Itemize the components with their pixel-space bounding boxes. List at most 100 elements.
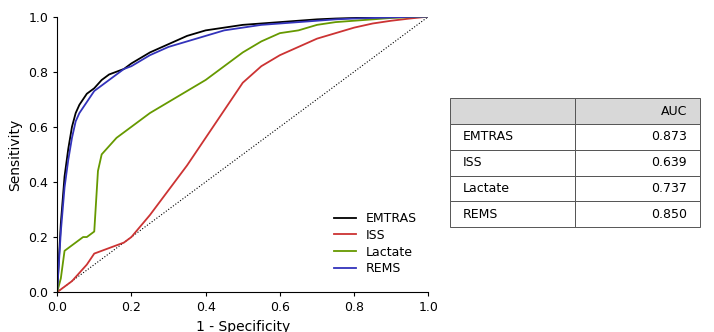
ISS: [350, 26, 358, 30]
EMTRAS: [424, 15, 433, 19]
Lactate: [68, 243, 76, 247]
Line: REMS: REMS: [57, 17, 428, 292]
Line: EMTRAS: EMTRAS: [57, 17, 428, 292]
Lactate: [406, 15, 414, 19]
Lactate: [64, 246, 73, 250]
REMS: [146, 53, 154, 57]
Legend: EMTRAS, ISS, Lactate, REMS: EMTRAS, ISS, Lactate, REMS: [328, 207, 422, 281]
Lactate: [120, 130, 129, 134]
REMS: [71, 119, 80, 123]
REMS: [257, 23, 266, 27]
EMTRAS: [105, 72, 114, 76]
EMTRAS: [71, 111, 80, 115]
EMTRAS: [53, 290, 61, 294]
EMTRAS: [220, 26, 228, 30]
Lactate: [220, 64, 228, 68]
EMTRAS: [79, 97, 87, 101]
Lactate: [350, 19, 358, 23]
ISS: [90, 252, 99, 256]
Lactate: [97, 152, 106, 156]
REMS: [64, 158, 73, 162]
Lactate: [331, 20, 340, 24]
Lactate: [83, 235, 91, 239]
ISS: [406, 17, 414, 21]
ISS: [368, 22, 377, 26]
ISS: [68, 279, 76, 283]
REMS: [220, 29, 228, 33]
Lactate: [368, 17, 377, 21]
EMTRAS: [97, 78, 106, 82]
REMS: [127, 64, 136, 68]
REMS: [350, 17, 358, 21]
REMS: [53, 290, 61, 294]
Lactate: [86, 232, 95, 236]
Lactate: [79, 235, 87, 239]
EMTRAS: [257, 22, 266, 26]
ISS: [146, 213, 154, 217]
REMS: [424, 15, 433, 19]
EMTRAS: [75, 103, 84, 107]
Lactate: [424, 15, 433, 19]
Line: Lactate: Lactate: [57, 17, 428, 292]
REMS: [75, 111, 84, 115]
ISS: [127, 235, 136, 239]
EMTRAS: [387, 15, 396, 19]
ISS: [53, 290, 61, 294]
REMS: [331, 17, 340, 21]
ISS: [331, 31, 340, 35]
EMTRAS: [60, 174, 69, 178]
EMTRAS: [201, 29, 210, 33]
REMS: [86, 95, 95, 99]
Lactate: [387, 16, 396, 20]
ISS: [164, 188, 173, 192]
REMS: [97, 83, 106, 87]
ISS: [201, 136, 210, 140]
ISS: [238, 81, 247, 85]
Lactate: [105, 144, 114, 148]
ISS: [220, 108, 228, 112]
Lactate: [313, 23, 321, 27]
EMTRAS: [368, 15, 377, 19]
Lactate: [257, 40, 266, 43]
Lactate: [294, 29, 303, 33]
EMTRAS: [83, 92, 91, 96]
REMS: [60, 186, 69, 190]
EMTRAS: [120, 67, 129, 71]
REMS: [164, 45, 173, 49]
ISS: [56, 288, 65, 291]
ISS: [294, 45, 303, 49]
EMTRAS: [90, 86, 99, 90]
Lactate: [164, 100, 173, 104]
REMS: [56, 229, 65, 233]
REMS: [406, 15, 414, 19]
EMTRAS: [127, 61, 136, 65]
REMS: [112, 72, 121, 76]
EMTRAS: [112, 70, 121, 74]
EMTRAS: [350, 16, 358, 20]
EMTRAS: [164, 42, 173, 46]
ISS: [83, 263, 91, 267]
ISS: [97, 249, 106, 253]
Y-axis label: Sensitivity: Sensitivity: [9, 118, 23, 191]
EMTRAS: [313, 17, 321, 21]
Lactate: [146, 111, 154, 115]
Lactate: [53, 290, 61, 294]
ISS: [424, 15, 433, 19]
REMS: [276, 22, 284, 26]
ISS: [105, 246, 114, 250]
REMS: [387, 15, 396, 19]
REMS: [83, 100, 91, 104]
Lactate: [90, 229, 99, 233]
EMTRAS: [56, 221, 65, 225]
REMS: [68, 136, 76, 140]
EMTRAS: [68, 125, 76, 129]
Lactate: [60, 249, 69, 253]
EMTRAS: [294, 19, 303, 23]
Lactate: [71, 241, 80, 245]
EMTRAS: [86, 89, 95, 93]
Lactate: [127, 125, 136, 129]
REMS: [313, 19, 321, 23]
EMTRAS: [238, 23, 247, 27]
EMTRAS: [64, 147, 73, 151]
EMTRAS: [146, 50, 154, 54]
